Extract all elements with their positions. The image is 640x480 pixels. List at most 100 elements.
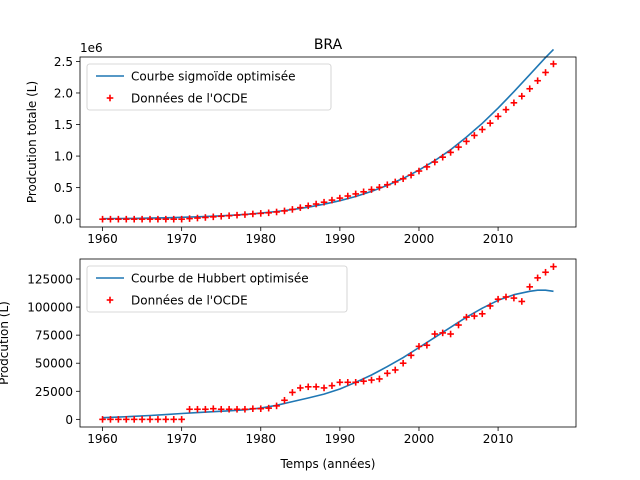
data-point-marker xyxy=(360,377,367,385)
data-point-marker xyxy=(320,384,328,392)
x-tick-label: 1990 xyxy=(325,432,356,446)
data-point-marker xyxy=(478,310,486,318)
figure-xlabel: Temps (années) xyxy=(280,457,376,471)
data-point-marker xyxy=(249,405,257,412)
data-point-marker xyxy=(502,293,510,301)
data-point-marker xyxy=(138,215,146,223)
data-point-marker xyxy=(194,214,201,222)
data-point-marker xyxy=(225,405,233,413)
data-point-marker xyxy=(376,184,383,191)
data-point-marker xyxy=(146,416,154,423)
legend: Courbe de Hubbert optimisée Données de l'… xyxy=(86,265,348,313)
data-point-marker xyxy=(471,312,478,320)
data-point-marker xyxy=(281,207,288,215)
data-point-marker xyxy=(122,215,130,223)
legend-entry-label: Courbe sigmoïde optimisée xyxy=(131,70,296,84)
data-point-marker xyxy=(534,77,541,85)
data-point-marker xyxy=(518,92,526,100)
data-point-marker xyxy=(257,210,265,217)
data-point-marker xyxy=(170,215,178,223)
axes-frame xyxy=(79,258,577,428)
data-point-marker xyxy=(312,200,320,208)
data-point-marker xyxy=(439,329,447,337)
y-tick-label: 25000 xyxy=(35,385,73,399)
y-offset-label: 1e6 xyxy=(80,41,103,55)
data-point-marker xyxy=(550,60,557,68)
y-tick-label: 100000 xyxy=(27,301,73,315)
data-point-marker xyxy=(431,158,439,166)
x-tick-label: 1980 xyxy=(245,432,276,446)
data-point-marker xyxy=(407,352,415,359)
y-tick-label: 75000 xyxy=(35,329,73,343)
y-tick-label: 2.0 xyxy=(54,86,73,100)
bottom-subplot: 1960 1970 1980 1990 2000 2010 0 25000 50000 75000… xyxy=(0,258,577,446)
data-point-marker xyxy=(447,330,454,338)
y-axis-label: Prodcution (L) xyxy=(0,301,11,385)
data-point-marker xyxy=(130,215,138,223)
data-point-marker xyxy=(186,405,193,413)
y-tick-label: 1.5 xyxy=(54,118,73,132)
data-point-marker xyxy=(320,198,328,206)
x-tick-label: 2000 xyxy=(404,432,435,446)
data-point-marker xyxy=(486,119,494,127)
data-point-marker xyxy=(328,196,336,204)
data-point-marker xyxy=(273,208,280,216)
data-point-marker xyxy=(463,313,470,321)
data-point-marker xyxy=(312,383,320,391)
data-point-marker xyxy=(186,215,193,222)
x-tick-label: 2010 xyxy=(483,232,514,246)
data-point-marker xyxy=(534,274,541,282)
legend-entry-label: Données de l'OCDE xyxy=(131,294,248,308)
data-point-marker xyxy=(202,214,209,221)
x-tick-label: 1970 xyxy=(166,432,197,446)
data-point-marker xyxy=(304,202,312,210)
data-point-marker xyxy=(399,359,407,367)
y-tick-label: 1.0 xyxy=(54,150,73,164)
y-tick-label: 0 xyxy=(65,413,73,427)
data-point-marker xyxy=(407,171,415,179)
data-point-marker xyxy=(368,376,375,384)
data-point-marker xyxy=(494,295,502,303)
x-tick-label: 2000 xyxy=(404,232,435,246)
data-point-marker xyxy=(360,188,367,196)
data-point-marker xyxy=(368,186,375,193)
data-point-marker xyxy=(384,370,391,377)
data-point-marker xyxy=(170,416,178,423)
data-point-marker xyxy=(542,69,549,76)
x-tick-label: 1990 xyxy=(325,232,356,246)
data-point-marker xyxy=(297,204,304,211)
x-tick-label: 2010 xyxy=(483,432,514,446)
data-point-marker xyxy=(399,175,407,183)
legend: Courbe sigmoïde optimisée Données de l'OC… xyxy=(86,63,332,111)
x-tick-label: 1970 xyxy=(166,232,197,246)
x-tick-label: 1960 xyxy=(87,432,118,446)
data-point-marker xyxy=(478,126,486,133)
data-point-marker xyxy=(257,405,265,412)
data-point-marker xyxy=(178,416,185,423)
data-point-marker xyxy=(384,181,391,189)
data-point-marker xyxy=(344,379,352,386)
data-point-marker xyxy=(376,375,383,383)
data-point-marker xyxy=(526,85,534,93)
legend-box xyxy=(86,265,348,313)
legend-entry-label: Courbe de Hubbert optimisée xyxy=(131,272,309,286)
data-point-marker xyxy=(241,211,249,218)
data-point-marker xyxy=(415,343,423,350)
data-point-marker xyxy=(352,190,359,198)
data-point-marker xyxy=(162,416,170,423)
data-point-marker xyxy=(209,213,217,221)
data-point-marker xyxy=(297,384,304,392)
x-tick-label: 1960 xyxy=(87,232,118,246)
y-axis-label: Prodcution totale (L) xyxy=(25,81,39,203)
data-point-marker xyxy=(328,382,336,389)
legend-box xyxy=(86,63,332,111)
data-point-marker xyxy=(233,405,241,413)
data-point-marker xyxy=(154,416,162,423)
data-point-marker xyxy=(146,215,154,223)
data-point-marker xyxy=(352,379,359,386)
data-point-marker xyxy=(550,263,557,270)
data-point-marker xyxy=(486,302,494,310)
data-point-marker xyxy=(391,366,399,374)
data-point-marker xyxy=(455,321,462,329)
